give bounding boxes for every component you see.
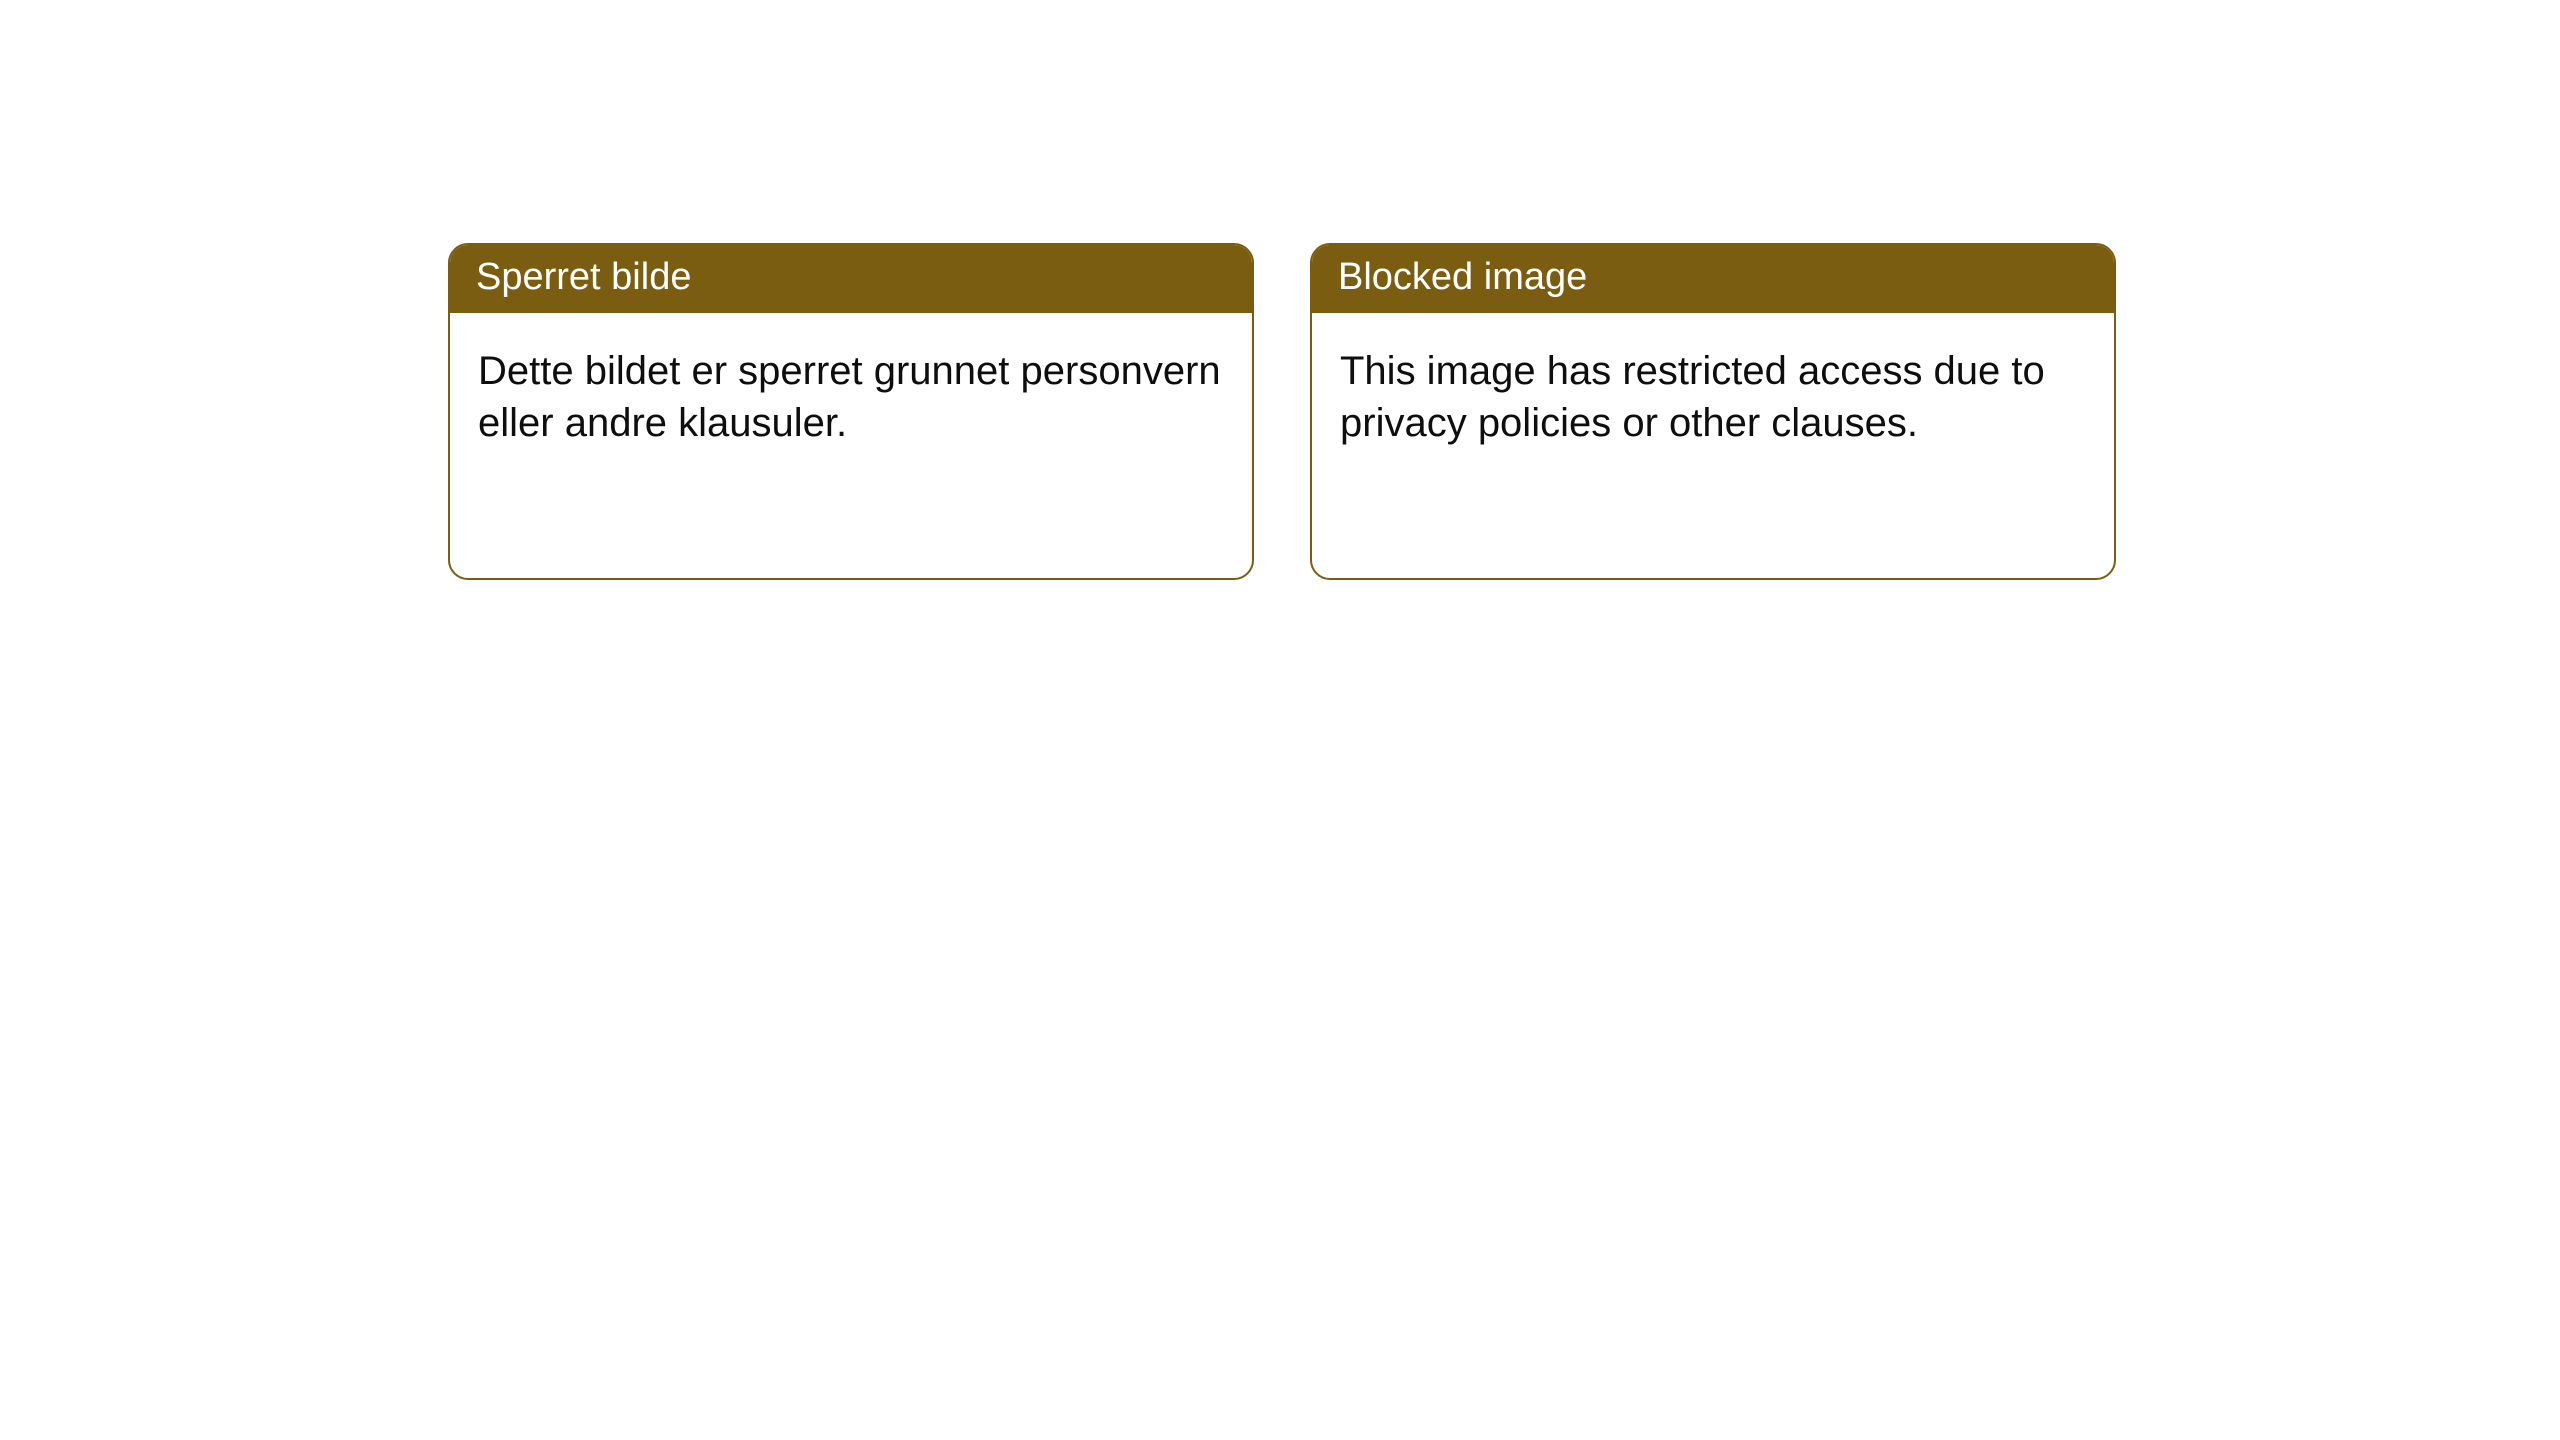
notice-cards-row: Sperret bilde Dette bildet er sperret gr…	[0, 0, 2560, 580]
card-title: Blocked image	[1312, 245, 2114, 313]
card-title: Sperret bilde	[450, 245, 1252, 313]
card-body: This image has restricted access due to …	[1312, 313, 2114, 483]
blocked-image-card-no: Sperret bilde Dette bildet er sperret gr…	[448, 243, 1254, 580]
blocked-image-card-en: Blocked image This image has restricted …	[1310, 243, 2116, 580]
card-body: Dette bildet er sperret grunnet personve…	[450, 313, 1252, 483]
